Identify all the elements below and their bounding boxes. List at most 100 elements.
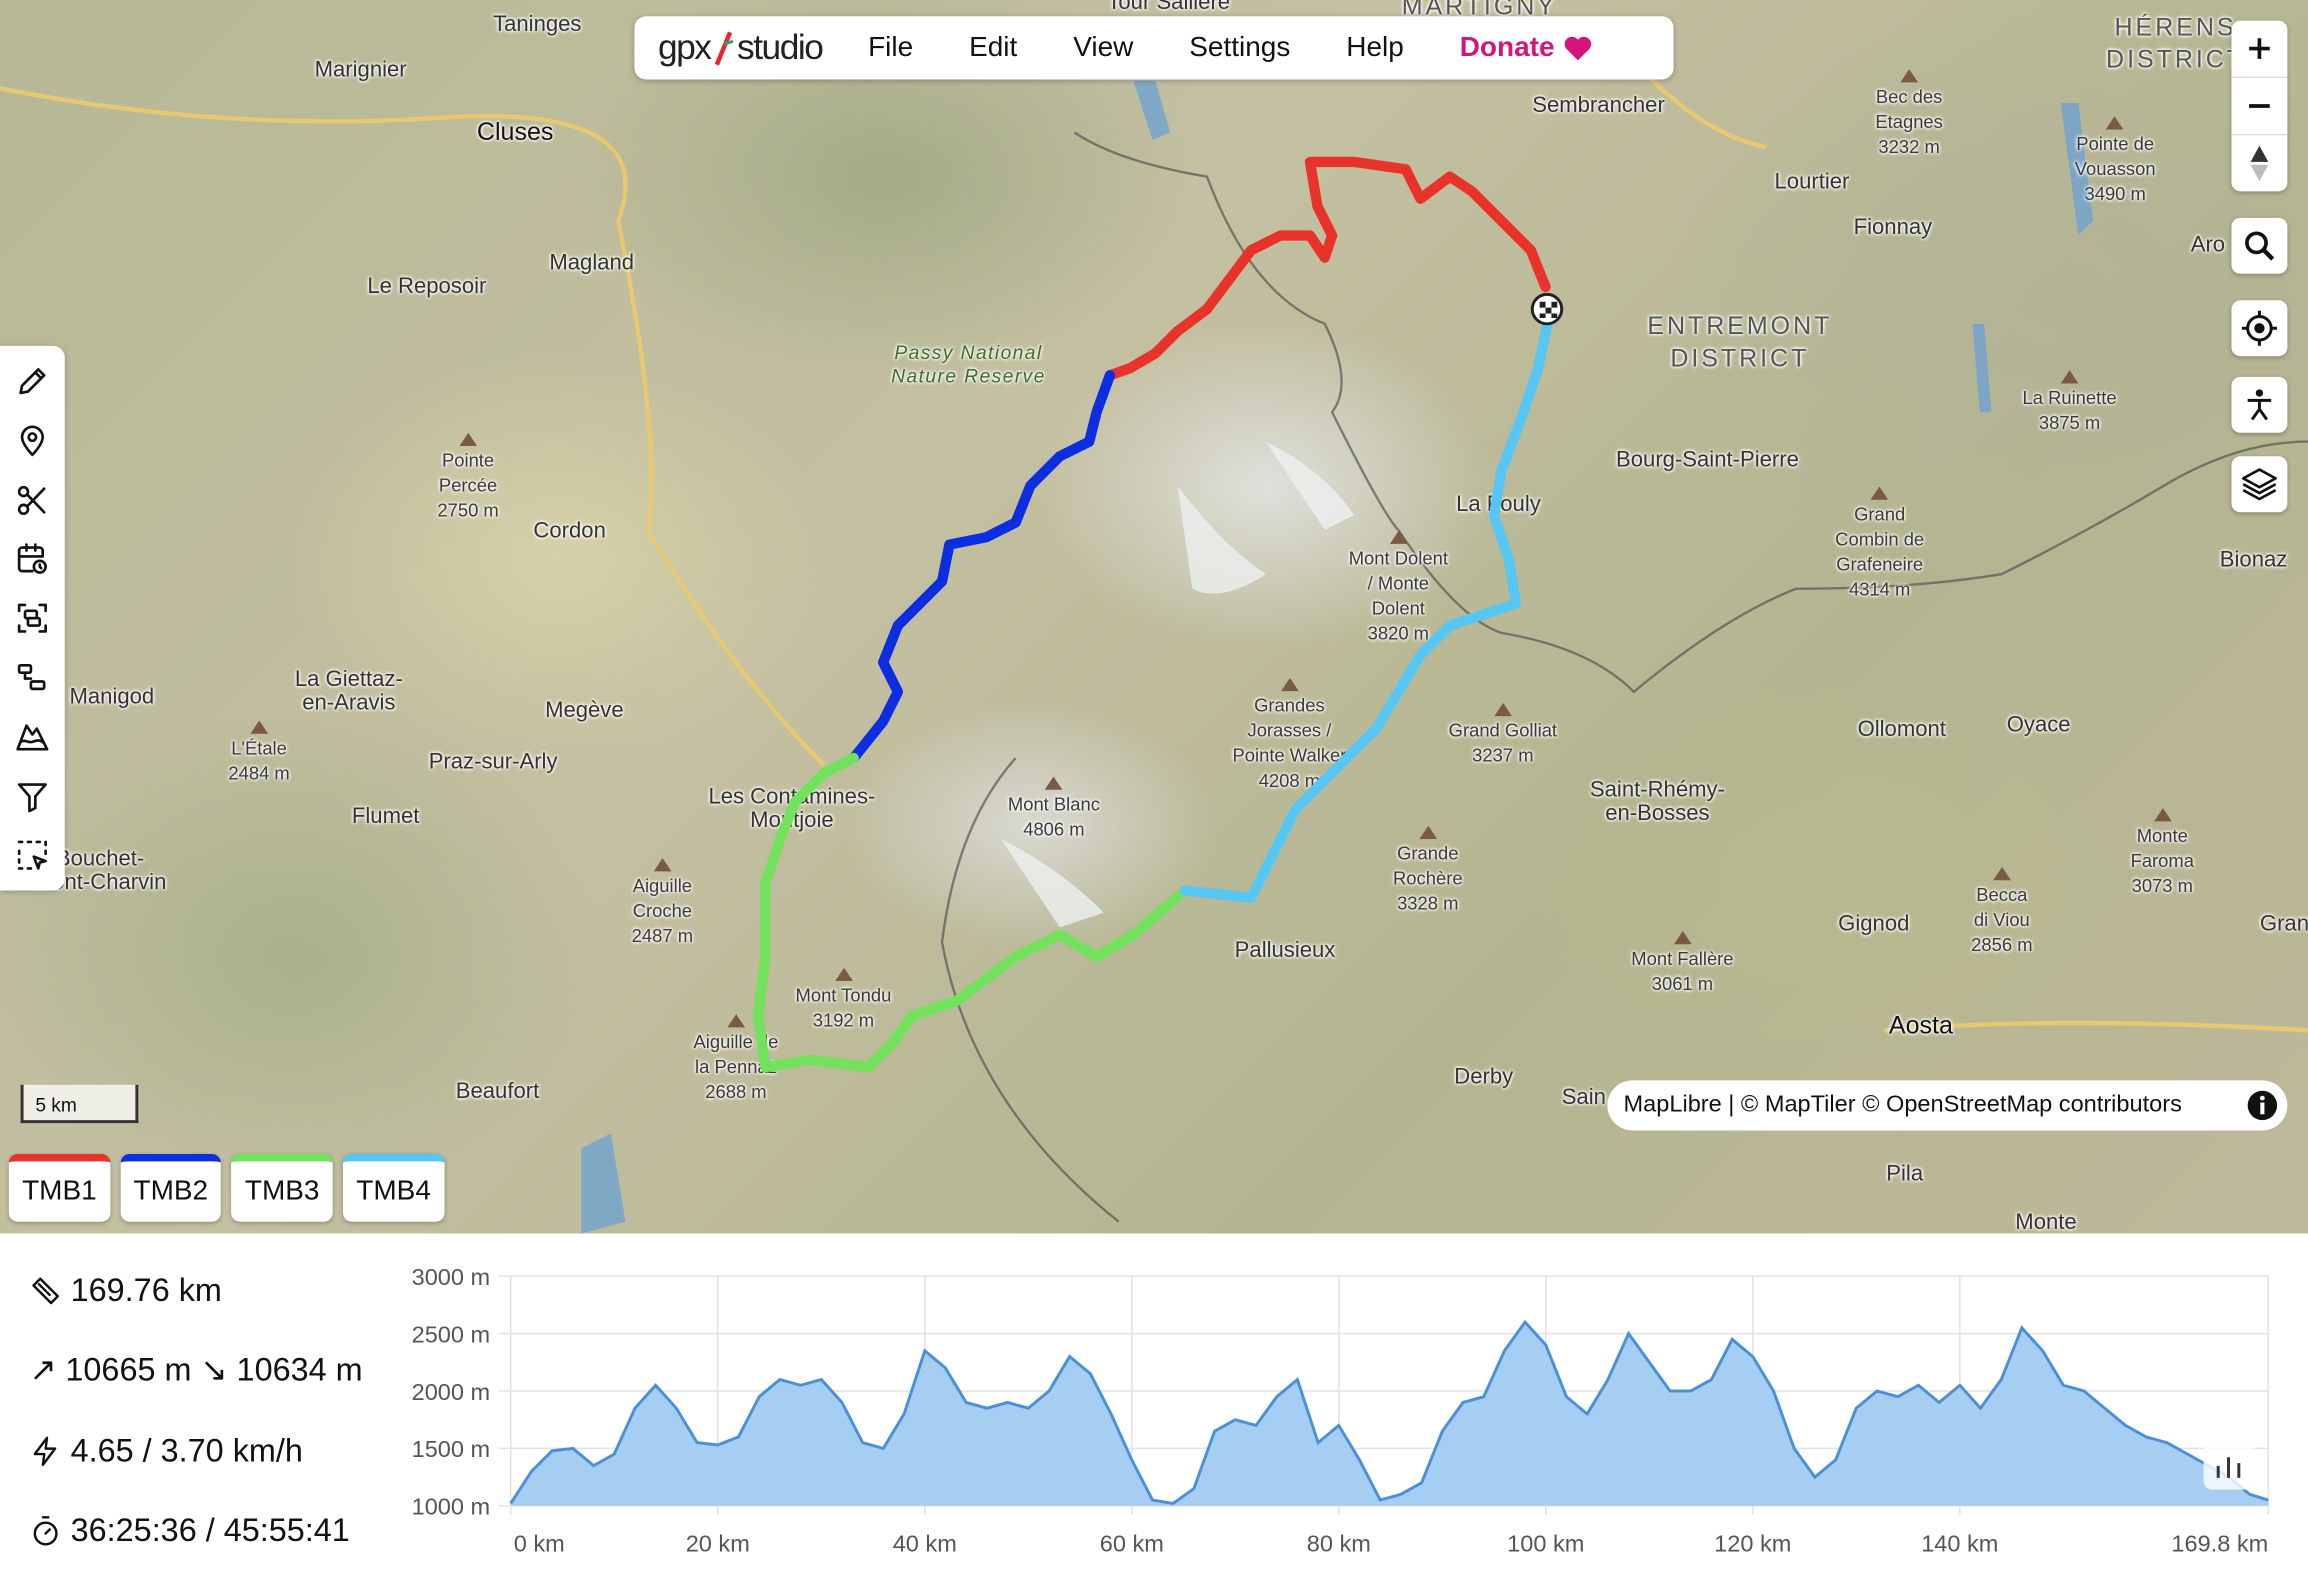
menu-file[interactable]: File (868, 31, 914, 63)
place-label-bionaz: Bionaz (2219, 547, 2288, 573)
x-tick-label: 0 km (514, 1530, 565, 1556)
road (0, 86, 826, 767)
logo[interactable]: gpx studio (657, 27, 824, 68)
menu-bar: gpx studio File Edit View Settings Help … (634, 16, 1674, 80)
menu-view[interactable]: View (1073, 31, 1134, 63)
place-label-pointe_percee: Pointe Percée 2750 m (437, 433, 498, 524)
map-pin-icon[interactable] (15, 423, 50, 458)
elevation-area (510, 1322, 2269, 1506)
search-button[interactable] (2231, 217, 2288, 274)
elevation-line (509, 1319, 2269, 1505)
place-label-sembrancher: Sembrancher (1532, 92, 1665, 118)
lake (1133, 80, 1171, 140)
stat-speed: 4.65 / 3.70 km/h (29, 1432, 303, 1470)
place-label-reposoir: Le Reposoir (367, 273, 487, 299)
place-label-viou: Becca di Viou 2856 m (1971, 867, 2032, 958)
glacier (1177, 485, 1266, 594)
place-label-gignod: Gignod (1838, 911, 1910, 937)
minus-icon (2249, 104, 2270, 108)
place-label-srb: Saint-Rhémy- en-Bosses (1589, 777, 1725, 826)
tracks-layer (752, 156, 1564, 1073)
layers-button[interactable] (2231, 456, 2288, 513)
track-tmb2[interactable] (848, 370, 1115, 764)
donate-button[interactable]: Donate (1432, 32, 1621, 64)
place-label-combin: Grand Combin de Grafeneire 4314 m (1835, 486, 1924, 602)
place-label-rochere: Grande Rochère 3328 m (1393, 826, 1463, 917)
tab-tmb4[interactable]: TMB4 (343, 1154, 445, 1222)
logo-text: studio (737, 27, 824, 67)
pencil-icon[interactable] (15, 364, 50, 399)
tab-label: TMB3 (244, 1175, 320, 1207)
place-label-ruinette: La Ruinette 3875 m (2022, 370, 2116, 436)
track-tmb1[interactable] (1104, 156, 1551, 381)
tab-tmb3[interactable]: TMB3 (231, 1154, 333, 1222)
street-view-button[interactable] (2231, 376, 2288, 433)
border (1073, 131, 2308, 694)
logo-icon (714, 30, 734, 65)
ruler-icon (32, 1277, 59, 1305)
place-label-taninges: Taninges (493, 11, 582, 37)
search-icon (2245, 231, 2275, 261)
place-label-lourtier: Lourtier (1774, 169, 1850, 195)
merge-icon[interactable] (15, 601, 50, 636)
place-label-croche: Aiguille Croche 2487 m (632, 858, 693, 949)
lake (581, 1133, 626, 1234)
tab-tmb1[interactable]: TMB1 (8, 1154, 110, 1222)
place-label-faroma: Monte Faroma 3073 m (2131, 808, 2194, 899)
elevation-value: 10665 m ↘ 10634 m (65, 1351, 363, 1389)
locate-button[interactable] (2231, 300, 2288, 357)
chart-options-button[interactable] (2203, 1439, 2254, 1490)
place-label-herens: HÉRENS DISTRICT (2106, 13, 2245, 74)
menu-edit[interactable]: Edit (969, 31, 1018, 63)
menu-help[interactable]: Help (1346, 31, 1404, 63)
track-tmb4[interactable] (1179, 306, 1556, 904)
place-label-montblanc: Mont Blanc 4806 m (1008, 776, 1100, 842)
map-terrain (0, 42, 2308, 1234)
plus-icon (2249, 38, 2270, 59)
tab-tmb2[interactable]: TMB2 (120, 1154, 222, 1222)
scissors-icon[interactable] (15, 482, 50, 517)
place-label-bsp: Bourg-Saint-Pierre (1616, 447, 1799, 473)
speed-value: 4.65 / 3.70 km/h (70, 1432, 303, 1469)
layers-icon (2241, 468, 2277, 501)
heart-icon (1564, 36, 1592, 60)
x-tick-label: 60 km (1100, 1530, 1164, 1556)
place-label-megeve: Megève (545, 697, 624, 723)
compass-button[interactable] (2231, 135, 2287, 191)
place-label-pennaz: Aiguille de la Pennaz 2688 m (694, 1014, 779, 1105)
x-tick-label: 40 km (893, 1530, 957, 1556)
tool-bar (0, 345, 65, 891)
select-icon[interactable] (15, 837, 50, 872)
place-label-entremont: ENTREMONT DISTRICT (1647, 312, 1833, 373)
place-label-etagnes: Bec des Etagnes 3232 m (1875, 69, 1943, 160)
info-icon[interactable] (2246, 1089, 2278, 1121)
place-label-sain: Sain (1561, 1084, 1606, 1110)
place-label-manigod: Manigod (69, 684, 155, 710)
filter-icon[interactable] (15, 778, 50, 813)
place-label-gran: Gran (2259, 911, 2308, 937)
place-label-oyace: Oyace (2006, 712, 2071, 738)
place-label-sallière: Tour Sallière (1107, 0, 1231, 15)
glacier (1265, 441, 1355, 530)
border (940, 757, 1120, 1223)
zoom-out-button[interactable] (2231, 78, 2288, 136)
finish-flag-icon (1530, 292, 1564, 326)
place-label-fionnay: Fionnay (1853, 214, 1933, 240)
zoom-in-button[interactable] (2231, 21, 2288, 79)
logo-text: gpx (657, 27, 712, 67)
locate-icon (2241, 310, 2278, 346)
place-label-pila: Pila (1886, 1161, 1924, 1187)
place-label-martigny: MARTIGNY (1401, 0, 1557, 21)
place-label-marignier: Marignier (314, 57, 407, 83)
track-tmb3[interactable] (752, 752, 1191, 1073)
y-tick-label: 3000 m (412, 1264, 491, 1290)
place-label-beaufort: Beaufort (455, 1078, 540, 1104)
calendar-clock-icon[interactable] (15, 541, 50, 576)
map[interactable]: Taninges Marignier Cluses Le Reposoir Maglan… (0, 0, 2308, 1234)
attribution-text[interactable]: MapLibre | © MapTiler © OpenStreetMap co… (1623, 1092, 2182, 1118)
place-label-golliat: Grand Golliat 3237 m (1449, 703, 1557, 769)
elevation-icon[interactable] (15, 719, 50, 754)
menu-settings[interactable]: Settings (1189, 31, 1291, 63)
extract-icon[interactable] (15, 660, 50, 695)
